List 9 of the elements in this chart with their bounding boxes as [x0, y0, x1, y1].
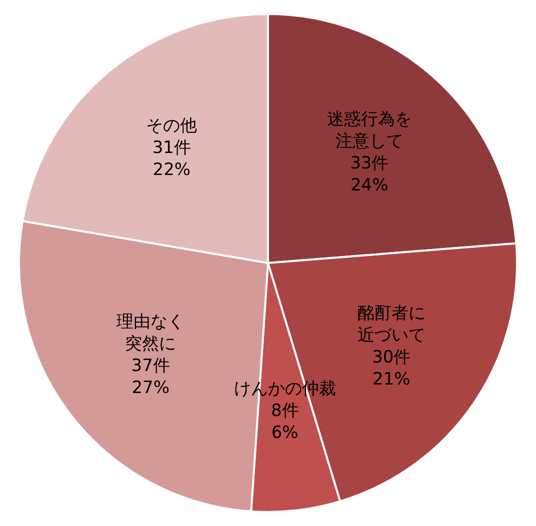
- slice-label: 理由なく突然に: [116, 312, 185, 354]
- data-label: 37件 27%: [131, 356, 170, 398]
- slice-label: 酩酊者に近づいて: [357, 304, 426, 346]
- data-label: 8件 6%: [270, 400, 299, 443]
- data-label: 33件 24%: [350, 154, 389, 196]
- data-label: 30件 21%: [372, 348, 411, 390]
- slice-label: 迷惑行為を注意して: [326, 110, 412, 152]
- slice-label: その他: [146, 116, 198, 136]
- data-label: 31件 22%: [152, 138, 191, 180]
